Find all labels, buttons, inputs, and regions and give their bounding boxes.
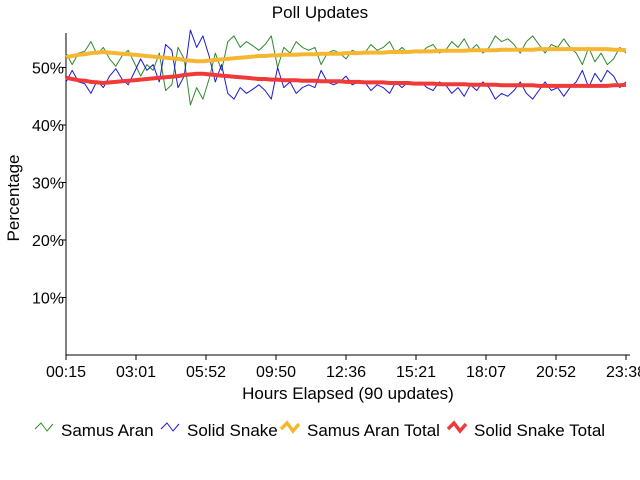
chart-title: Poll Updates — [272, 3, 368, 22]
plot-area — [65, 33, 630, 356]
y-tick-label: 30% — [32, 176, 64, 193]
y-axis-label: Percentage — [4, 155, 23, 242]
y-tick-label: 50% — [32, 61, 64, 78]
y-tick-label: 20% — [32, 233, 64, 250]
x-tick-label: 18:07 — [466, 364, 506, 381]
x-axis-ticks: 00:15 03:01 05:52 09:50 12:36 15:21 18:07 20:52… — [46, 355, 640, 381]
y-axis-ticks: 10% 20% 30% 40% 50% — [32, 61, 66, 308]
x-tick-label: 03:01 — [116, 364, 156, 381]
series-line-solid-snake-total — [65, 71, 627, 88]
x-tick-label: 05:52 — [186, 364, 226, 381]
legend-swatch — [279, 420, 301, 434]
chart-legend: Samus Aran Solid Snake Samus Aran Total Sol… — [34, 420, 605, 440]
legend-label: Samus Aran — [61, 421, 154, 440]
series-line-samus-aran — [65, 35, 627, 106]
series-lines — [65, 29, 627, 106]
x-tick-label: 20:52 — [536, 364, 576, 381]
x-axis-label: Hours Elapsed (90 updates) — [242, 384, 454, 403]
legend-label: Samus Aran Total — [307, 421, 440, 440]
legend-swatch — [34, 422, 54, 432]
series-line-samus-aran-total — [65, 47, 627, 64]
x-tick-label: 23:38 — [606, 364, 640, 381]
series-line-solid-snake — [65, 29, 627, 100]
legend-swatch — [160, 422, 180, 432]
y-tick-label: 40% — [32, 118, 64, 135]
x-tick-label: 09:50 — [256, 364, 296, 381]
x-tick-label: 15:21 — [396, 364, 436, 381]
x-tick-label: 12:36 — [326, 364, 366, 381]
legend-label: Solid Snake — [187, 421, 278, 440]
legend-swatch — [446, 420, 468, 434]
y-tick-label: 10% — [32, 291, 64, 308]
legend-label: Solid Snake Total — [474, 421, 605, 440]
x-tick-label: 00:15 — [46, 364, 86, 381]
